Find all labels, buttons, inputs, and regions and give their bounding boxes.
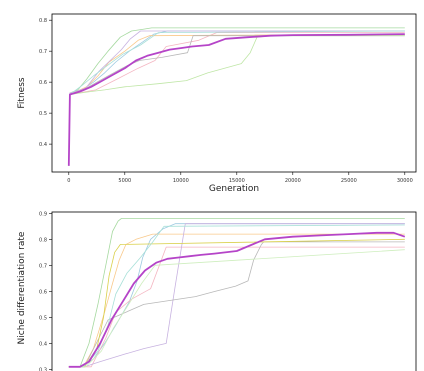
fitness-y-ticks: 0.4 0.5 0.6 0.7 0.8: [39, 18, 52, 148]
x-tick-label: 20000: [285, 178, 301, 184]
run-series-line: [68, 241, 405, 368]
run-series-line: [68, 30, 405, 166]
fitness-x-axis-label: Generation: [209, 184, 259, 194]
niche-series: [68, 218, 406, 368]
run-series-line: [68, 249, 405, 368]
y-tick-label: 0.8: [39, 18, 47, 24]
niche-y-ticks: 0.3 0.4 0.5 0.6 0.7 0.8 0.9: [39, 211, 52, 371]
x-tick-label: 15000: [229, 178, 245, 184]
y-tick-label: 0.3: [39, 367, 47, 371]
x-tick-label: 25000: [341, 178, 357, 184]
y-tick-label: 0.7: [39, 49, 47, 55]
run-series-line: [68, 233, 405, 368]
niche-plot-frame: [51, 211, 417, 371]
fitness-x-ticks: 0 5000 10000 15000 20000 25000 30000: [67, 172, 413, 184]
mean-series-line: [67, 33, 405, 166]
run-series-line: [68, 32, 405, 163]
y-tick-label: 0.6: [39, 80, 47, 86]
y-tick-label: 0.5: [39, 111, 47, 117]
fitness-chart: 0 5000 10000 15000 20000 25000 30000 0.4 0.5 0.6…: [17, 13, 417, 194]
run-series-line: [68, 218, 405, 368]
y-tick-label: 0.9: [39, 211, 47, 217]
run-series-line: [68, 246, 405, 368]
fitness-plot-frame: [51, 13, 417, 173]
y-tick-label: 0.8: [39, 237, 47, 243]
niche-y-axis-label: Niche differentiation rate: [17, 231, 27, 344]
x-tick-label: 10000: [173, 178, 189, 184]
y-tick-label: 0.4: [39, 142, 47, 148]
x-tick-label: 5000: [118, 178, 131, 184]
y-tick-label: 0.4: [39, 341, 47, 347]
y-tick-label: 0.5: [39, 315, 47, 321]
fitness-series: [67, 27, 405, 166]
y-tick-label: 0.7: [39, 263, 47, 269]
mean-series-line: [68, 231, 406, 368]
y-tick-label: 0.6: [39, 289, 47, 295]
run-series-line: [68, 30, 405, 166]
fitness-y-axis-label: Fitness: [17, 77, 27, 108]
run-series-line: [68, 223, 405, 368]
x-tick-label: 0: [67, 178, 70, 184]
run-series-line: [68, 223, 405, 368]
x-tick-label: 30000: [397, 178, 413, 184]
niche-differentiation-chart: 0.3 0.4 0.5 0.6 0.7 0.8 0.9 Niche differentiat…: [17, 211, 417, 371]
